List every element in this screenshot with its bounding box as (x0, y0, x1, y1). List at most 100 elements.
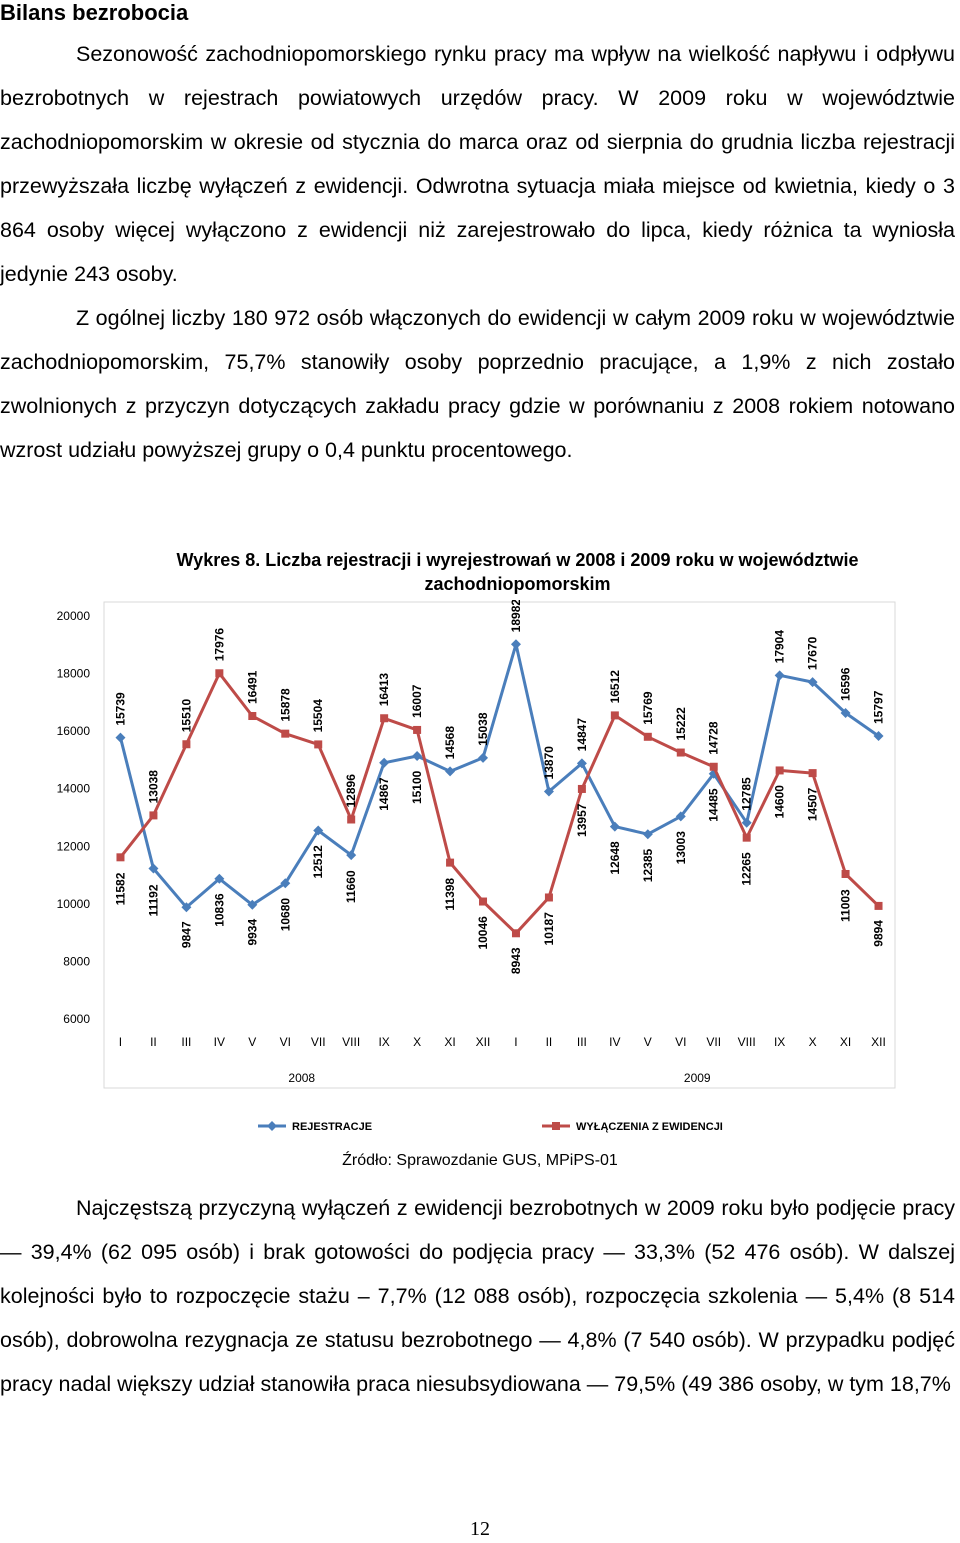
data-point-rejestracje (313, 825, 324, 836)
x-tick-label: V (248, 1035, 256, 1049)
section-heading: Bilans bezrobocia (0, 0, 189, 25)
x-tick-label: IV (609, 1035, 620, 1049)
paragraph-deregistration-reasons: Najczęstszą przyczyną wyłączeń z ewidenc… (0, 1196, 955, 1396)
data-point-wylaczenia (413, 725, 422, 734)
x-tick-label: I (119, 1035, 122, 1049)
data-point-rejestracje (214, 873, 225, 884)
x-tick-label: VI (280, 1035, 291, 1049)
data-point-rejestracje (642, 829, 653, 840)
data-label: 17976 (212, 628, 226, 662)
data-label: 18982 (509, 600, 523, 632)
series-line-wylaczenia (119, 671, 880, 935)
data-label: 15769 (641, 691, 655, 725)
x-tick-label: III (181, 1035, 191, 1049)
x-tick-label: XII (871, 1035, 886, 1049)
data-point-rejestracje (543, 786, 554, 797)
paragraph-registrations: Z ogólnej liczby 180 972 osób włączonych… (0, 306, 955, 462)
y-tick-label: 14000 (57, 782, 91, 796)
x-tick-label: V (644, 1035, 652, 1049)
y-tick-label: 10000 (57, 897, 91, 911)
data-point-wylaczenia (709, 762, 718, 771)
y-tick-label: 20000 (57, 609, 91, 623)
data-point-wylaczenia (479, 897, 488, 906)
x-tick-label: VI (675, 1035, 686, 1049)
data-point-rejestracje (148, 863, 159, 874)
data-label: 12512 (311, 845, 325, 879)
paragraph-seasonality: Sezonowość zachodniopomorskiego rynku pr… (0, 42, 955, 286)
y-tick-label: 16000 (57, 724, 91, 738)
data-label: 12648 (608, 841, 622, 875)
y-tick-label: 18000 (57, 667, 91, 681)
data-label: 15510 (179, 699, 193, 733)
data-label: 15739 (113, 692, 127, 726)
y-tick-label: 12000 (57, 839, 91, 853)
data-point-rejestracje (510, 639, 521, 650)
data-point-rejestracje (840, 707, 851, 718)
data-label: 9934 (245, 919, 259, 946)
x-tick-label: X (413, 1035, 421, 1049)
data-label: 14867 (377, 777, 391, 811)
x-tick-label: XI (444, 1035, 455, 1049)
data-point-rejestracje (115, 732, 126, 743)
data-point-wylaczenia (380, 714, 389, 723)
data-point-rejestracje (445, 766, 456, 777)
data-point-rejestracje (280, 878, 291, 889)
x-tick-label: VII (311, 1035, 326, 1049)
data-label: 16007 (410, 684, 424, 718)
x-tick-label: IX (774, 1035, 785, 1049)
chart-frame (103, 601, 896, 1089)
data-point-rejestracje (873, 730, 884, 741)
data-label: 10187 (542, 912, 556, 946)
data-point-wylaczenia (149, 811, 158, 820)
data-point-wylaczenia (116, 853, 125, 862)
data-label: 9894 (872, 920, 886, 947)
data-label: 13038 (146, 770, 160, 804)
data-label: 12896 (344, 774, 358, 808)
data-point-rejestracje (346, 850, 357, 861)
data-label: 16491 (245, 670, 259, 704)
data-point-rejestracje (412, 751, 423, 762)
x-tick-label: VIII (342, 1035, 360, 1049)
data-label: 12385 (641, 849, 655, 883)
data-label: 9847 (179, 921, 193, 948)
data-label: 15038 (476, 712, 490, 746)
data-point-wylaczenia (775, 766, 784, 775)
x-tick-label: IX (378, 1035, 389, 1049)
x-tick-label: XI (840, 1035, 851, 1049)
data-label: 15504 (311, 699, 325, 733)
x-tick-label: XII (476, 1035, 491, 1049)
year-label: 2009 (684, 1071, 711, 1085)
data-label: 17670 (806, 636, 820, 670)
data-point-rejestracje (478, 752, 489, 763)
data-label: 14728 (707, 721, 721, 755)
data-label: 14600 (773, 785, 787, 819)
data-point-rejestracje (609, 821, 620, 832)
legend-marker (552, 1122, 560, 1130)
data-point-rejestracje (379, 757, 390, 768)
data-label: 10046 (476, 916, 490, 950)
page-number: 12 (470, 1518, 490, 1540)
data-label: 14485 (707, 788, 721, 822)
data-point-wylaczenia (248, 712, 257, 721)
data-point-wylaczenia (874, 901, 883, 910)
data-label: 10680 (278, 898, 292, 932)
data-point-wylaczenia (182, 740, 191, 749)
data-label: 8943 (509, 947, 523, 974)
data-point-wylaczenia (544, 893, 553, 902)
year-label: 2008 (288, 1071, 315, 1085)
x-tick-label: III (577, 1035, 587, 1049)
data-label: 11192 (146, 884, 160, 916)
series-line-rejestracje (119, 642, 880, 909)
data-label: 15878 (278, 688, 292, 722)
legend-label: REJESTRACJE (292, 1121, 372, 1133)
data-point-wylaczenia (281, 729, 290, 738)
data-point-wylaczenia (446, 858, 455, 867)
data-label: 16596 (839, 667, 853, 701)
data-label: 11398 (443, 878, 457, 911)
data-point-wylaczenia (808, 769, 817, 778)
data-point-wylaczenia (347, 815, 356, 824)
data-label: 11660 (344, 870, 358, 903)
data-label: 17904 (773, 630, 787, 664)
x-tick-label: VIII (738, 1035, 756, 1049)
